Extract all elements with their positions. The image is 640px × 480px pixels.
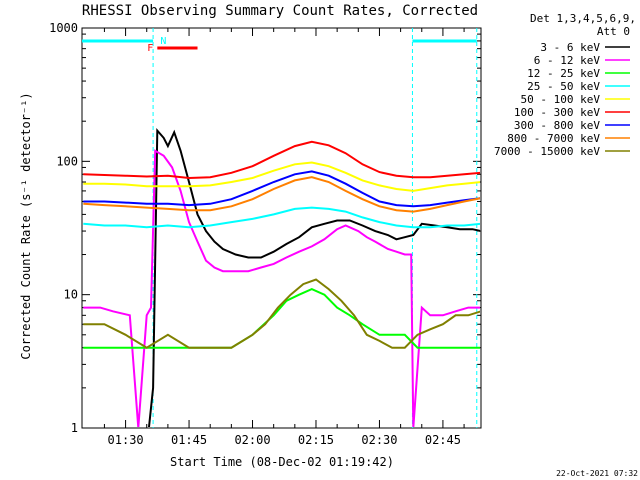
legend-entry-label: 6 - 12 keV [534,54,601,67]
x-tick-label: 02:30 [361,433,397,447]
series-line-25-50-kev [83,206,480,229]
legend-header: Det 1,3,4,5,6,9, [530,12,636,25]
chart-title: RHESSI Observing Summary Count Rates, Co… [82,3,478,19]
series-layer [83,127,480,427]
legend-header: Att 0 [597,25,630,38]
x-tick-label: 02:45 [425,433,461,447]
legend-entry-label: 300 - 800 keV [514,119,600,132]
legend-entry-label: 100 - 300 keV [514,106,600,119]
x-tick-label: 02:00 [234,433,270,447]
series-line-300-800-kev [83,170,480,208]
legend-entry-label: 12 - 25 keV [527,67,600,80]
night-flag-label: N [160,36,166,47]
timestamp: 22-Oct-2021 07:32 [556,469,638,478]
series-line-3-6-kev [147,127,480,427]
series-line-800-7000-kev [83,176,480,213]
x-tick-label: 01:45 [171,433,207,447]
legend-entry-label: 3 - 6 keV [540,41,600,54]
plot-frame [81,27,482,429]
x-axis-label: Start Time (08-Dec-02 01:19:42) [170,455,394,469]
legend-entry-label: 7000 - 15000 keV [494,145,600,158]
x-tick-label: 02:15 [298,433,334,447]
legend-entry-label: 50 - 100 keV [521,93,601,106]
x-tick-label: 01:30 [108,433,144,447]
series-line-7000-15000-kev [83,278,480,349]
series-line-50-100-kev [83,161,480,192]
y-tick-label: 1 [71,421,78,435]
y-tick-label: 1000 [49,21,78,35]
y-axis-label: Corrected Count Rate (s⁻¹ detector⁻¹) [19,92,33,359]
plot-area: 1 10 100 1000 01:30 01:45 02:00 02:15 02:30 02:45 [49,21,482,447]
legend-entry-label: 25 - 50 keV [527,80,600,93]
series-line-6-12-kev [83,149,480,427]
y-tick-label: 10 [64,288,78,302]
legend-entry-label: 800 - 7000 keV [507,132,600,145]
y-tick-label: 100 [56,154,78,168]
flare-flag-label: F [147,43,153,54]
series-line-12-25-kev [83,288,480,349]
series-line-100-300-kev [83,140,480,180]
